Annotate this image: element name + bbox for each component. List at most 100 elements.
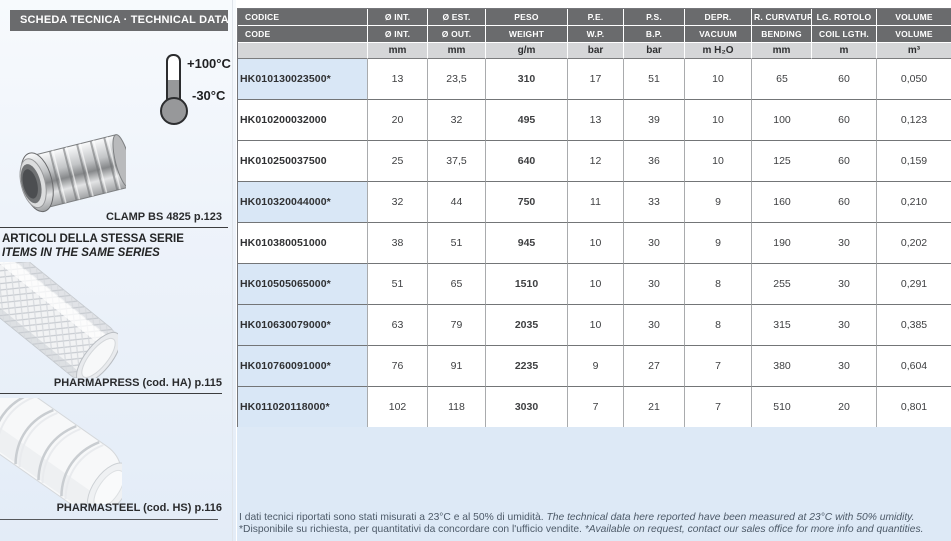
cell-volume: 0,050 [877, 59, 951, 100]
cell-int: 20 [368, 100, 428, 141]
cell-wp: 7 [568, 387, 624, 427]
pharmapress-caption: PHARMAPRESS (cod. HA) p.115 [53, 377, 222, 389]
cell-wp: 10 [568, 264, 624, 305]
separator-line [0, 227, 228, 228]
footnote-line2-italian: *Disponibile su richiesta, per quantitat… [239, 524, 582, 536]
cell-volume: 0,385 [877, 305, 951, 346]
cell-weight: 2035 [486, 305, 568, 346]
cell-bp: 21 [624, 387, 685, 427]
cell-vacuum: 10 [685, 59, 752, 100]
cell-weight: 495 [486, 100, 568, 141]
cell-coil: 30 [812, 223, 877, 264]
cell-int: 51 [368, 264, 428, 305]
cell-wp: 13 [568, 100, 624, 141]
cell-int: 25 [368, 141, 428, 182]
unit-wp: bar [568, 43, 624, 59]
thermometer-bulb-icon [160, 97, 188, 125]
clamp-fitting-image [14, 130, 133, 219]
cell-coil: 30 [812, 346, 877, 387]
cell-weight: 640 [486, 141, 568, 182]
cell-bending: 125 [752, 141, 812, 182]
col-header-bp: B.P. [624, 26, 685, 43]
cell-vacuum: 7 [685, 346, 752, 387]
pharmasteel-caption: PHARMASTEEL (cod. HS) p.116 [56, 502, 222, 514]
pharmasteel-hose-image [0, 376, 132, 517]
page-title: SCHEDA TECNICA · TECHNICAL DATA [10, 10, 229, 31]
cell-out: 44 [428, 182, 486, 223]
cell-int: 32 [368, 182, 428, 223]
thermometer-icon [166, 54, 181, 102]
cell-code: HK011020118000* [238, 387, 368, 427]
table-row: HK011020118000* 102 118 3030 7 21 7 510 … [238, 387, 951, 427]
cell-volume: 0,202 [877, 223, 951, 264]
table-row: HK010505065000* 51 65 1510 10 30 8 255 3… [238, 264, 951, 305]
cell-int: 63 [368, 305, 428, 346]
cell-int: 102 [368, 387, 428, 427]
cell-out: 23,5 [428, 59, 486, 100]
technical-data-panel: CODICE Ø INT. Ø EST. PESO P.E. P.S. DEPR… [237, 0, 951, 541]
cell-bending: 315 [752, 305, 812, 346]
separator-line [0, 393, 222, 394]
cell-bp: 30 [624, 264, 685, 305]
cell-coil: 30 [812, 264, 877, 305]
cell-weight: 1510 [486, 264, 568, 305]
footnote-line1-english: The technical data here reported have be… [546, 512, 915, 524]
col-header-pe: P.E. [568, 9, 624, 26]
cell-code: HK010250037500 [238, 141, 368, 182]
col-header-int: Ø INT. [368, 9, 428, 26]
unit-int: mm [368, 43, 428, 59]
cell-code: HK010380051000 [238, 223, 368, 264]
unit-out: mm [428, 43, 486, 59]
sidebar: SCHEDA TECNICA · TECHNICAL DATA +100°C -… [0, 0, 236, 541]
cell-out: 65 [428, 264, 486, 305]
col-header-volume: VOLUME [877, 9, 951, 26]
cell-bending: 190 [752, 223, 812, 264]
col-header-out: Ø OUT. [428, 26, 486, 43]
col-header-code: CODE [238, 26, 368, 43]
cell-vacuum: 9 [685, 182, 752, 223]
cell-coil: 60 [812, 100, 877, 141]
col-header-coil: COIL LGTH. [812, 26, 877, 43]
cell-coil: 20 [812, 387, 877, 427]
cell-code: HK010760091000* [238, 346, 368, 387]
cell-out: 118 [428, 387, 486, 427]
cell-coil: 60 [812, 59, 877, 100]
cell-int: 76 [368, 346, 428, 387]
cell-bending: 510 [752, 387, 812, 427]
footnote: I dati tecnici riportati sono stati misu… [239, 512, 923, 536]
cell-volume: 0,604 [877, 346, 951, 387]
cell-volume: 0,210 [877, 182, 951, 223]
col-header-depr: DEPR. [685, 9, 752, 26]
table-row: HK010200032000 20 32 495 13 39 10 100 60… [238, 100, 951, 141]
cell-weight: 310 [486, 59, 568, 100]
col-header-wp: W.P. [568, 26, 624, 43]
cell-volume: 0,123 [877, 100, 951, 141]
cell-coil: 60 [812, 141, 877, 182]
cell-volume: 0,159 [877, 141, 951, 182]
table-row: HK010380051000 38 51 945 10 30 9 190 30 … [238, 223, 951, 264]
cell-bp: 39 [624, 100, 685, 141]
unit-volume: m³ [877, 43, 951, 59]
cell-bending: 380 [752, 346, 812, 387]
cell-bp: 51 [624, 59, 685, 100]
cell-out: 91 [428, 346, 486, 387]
col-header-bending: BENDING [752, 26, 812, 43]
cell-vacuum: 10 [685, 141, 752, 182]
cell-bending: 255 [752, 264, 812, 305]
header-row-english: CODE Ø INT. Ø OUT. WEIGHT W.P. B.P. VACU… [238, 26, 951, 43]
footnote-line1-italian: I dati tecnici riportati sono stati misu… [239, 512, 544, 524]
separator-line [0, 519, 218, 520]
cell-bp: 27 [624, 346, 685, 387]
series-title-english: ITEMS IN THE SAME SERIES [2, 247, 160, 259]
cell-int: 13 [368, 59, 428, 100]
unit-coil: m [812, 43, 877, 59]
cell-bp: 30 [624, 223, 685, 264]
clamp-caption: CLAMP BS 4825 p.123 [106, 211, 222, 223]
col-header-volume-en: VOLUME [877, 26, 951, 43]
unit-bending: mm [752, 43, 812, 59]
cell-bp: 36 [624, 141, 685, 182]
col-header-curvatura: R. CURVATURA [752, 9, 812, 26]
unit-code [238, 43, 368, 59]
temperature-min-label: -30°C [192, 88, 226, 103]
cell-wp: 17 [568, 59, 624, 100]
